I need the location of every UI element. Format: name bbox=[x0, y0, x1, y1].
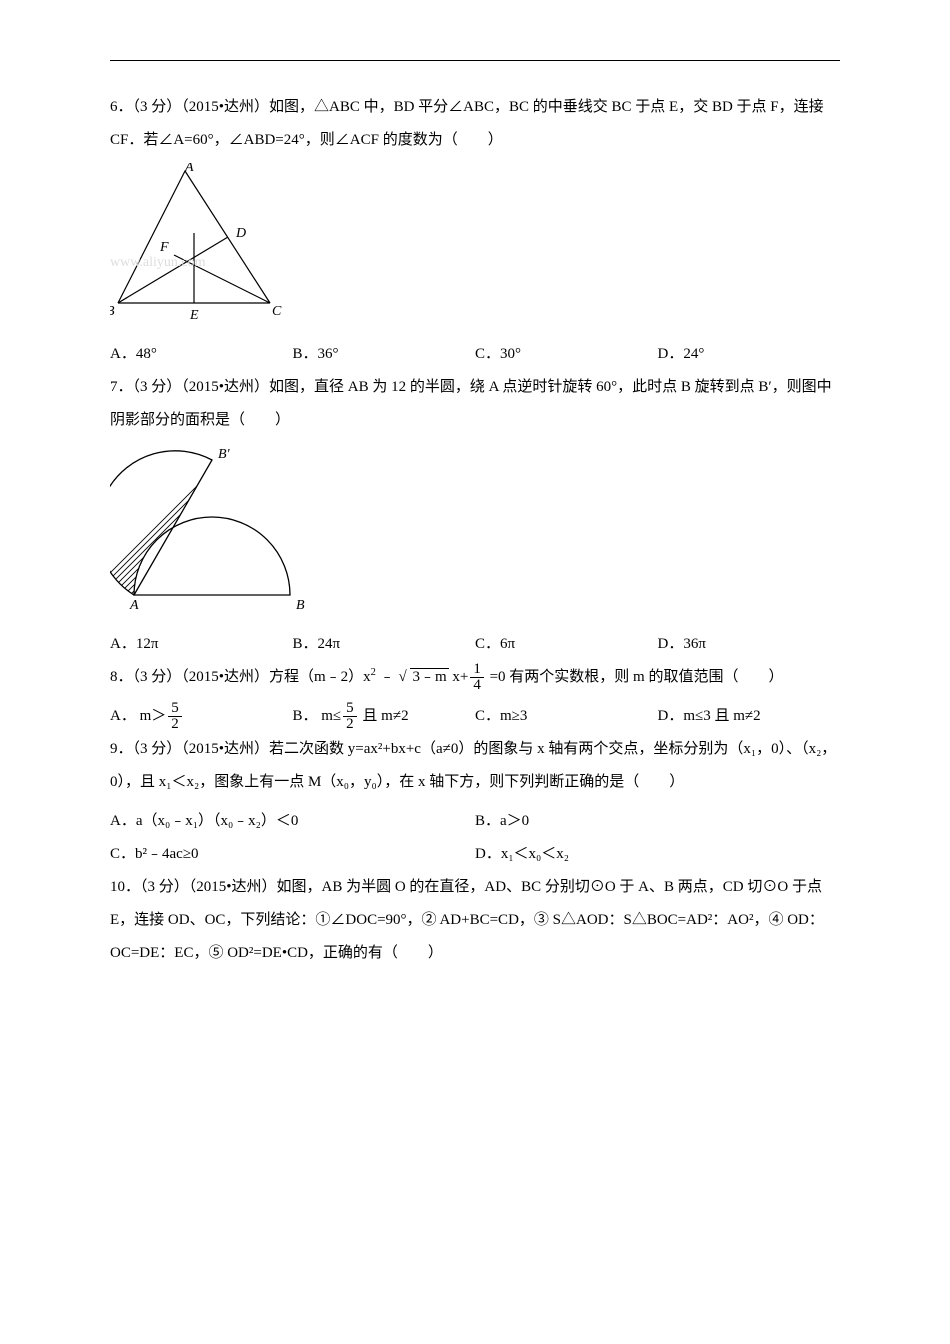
q9-opt-c: C．b²﹣4ac≥0 bbox=[110, 838, 475, 871]
svg-text:A: A bbox=[129, 598, 139, 613]
q8-mid3: x+ bbox=[452, 669, 468, 685]
q9-opt-b: B．a＞0 bbox=[475, 805, 840, 838]
q6-opt-a: A．48° bbox=[110, 338, 293, 371]
svg-text:D: D bbox=[235, 226, 246, 241]
svg-text:E: E bbox=[189, 308, 199, 323]
q8-opt-a: A． m＞52 bbox=[110, 700, 293, 733]
q6-opt-d: D．24° bbox=[658, 338, 841, 371]
svg-text:C: C bbox=[272, 304, 282, 319]
q7-opt-d: D．36π bbox=[658, 628, 841, 661]
q8-opt-c: C．m≥3 bbox=[475, 700, 658, 733]
q7-figure: A B B' bbox=[110, 443, 840, 626]
q7-opt-b: B．24π bbox=[293, 628, 476, 661]
question-9: 9．（3 分）（2015•达州）若二次函数 y=ax²+bx+c（a≠0）的图象… bbox=[110, 733, 840, 799]
page: www.aliyun.com 6．（3 分）（2015•达州）如图，△ABC 中… bbox=[0, 0, 950, 1344]
q10-text: 10．（3 分）（2015•达州）如图，AB 为半圆 O 的在直径，AD、BC … bbox=[110, 879, 824, 961]
q8-frac: 14 bbox=[470, 662, 484, 693]
svg-text:B: B bbox=[296, 598, 305, 613]
q9-opt-d: D．x₁＜x₀＜x₂ bbox=[475, 838, 840, 871]
q9-opt-a: A．a（x₀﹣x₁）（x₀﹣x₂）＜0 bbox=[110, 805, 475, 838]
q8-mid1: ﹣ bbox=[380, 669, 395, 685]
q6-opt-c: C．30° bbox=[475, 338, 658, 371]
q8-post: =0 有两个实数根，则 m 的取值范围（ ） bbox=[490, 669, 784, 685]
question-6: 6．（3 分）（2015•达州）如图，△ABC 中，BD 平分∠ABC，BC 的… bbox=[110, 91, 840, 157]
q8-radicand: 3﹣m bbox=[410, 668, 448, 685]
sqrt-icon: 3﹣m bbox=[398, 661, 448, 694]
question-10: 10．（3 分）（2015•达州）如图，AB 为半圆 O 的在直径，AD、BC … bbox=[110, 871, 840, 970]
q8-opt-d: D．m≤3 且 m≠2 bbox=[658, 700, 841, 733]
question-7: 7．（3 分）（2015•达州）如图，直径 AB 为 12 的半圆，绕 A 点逆… bbox=[110, 371, 840, 437]
q7-opt-c: C．6π bbox=[475, 628, 658, 661]
q8-options: A． m＞52 B． m≤52 且 m≠2 C．m≥3 D．m≤3 且 m≠2 bbox=[110, 700, 840, 733]
top-rule bbox=[110, 60, 840, 61]
q6-figure: ABCDEF bbox=[110, 163, 840, 336]
q7-text: 7．（3 分）（2015•达州）如图，直径 AB 为 12 的半圆，绕 A 点逆… bbox=[110, 379, 832, 428]
question-8: 8．（3 分）（2015•达州）方程（m﹣2）x2 ﹣ 3﹣m x+14 =0 … bbox=[110, 661, 840, 694]
q9-options: A．a（x₀﹣x₁）（x₀﹣x₂）＜0 B．a＞0 C．b²﹣4ac≥0 D．x… bbox=[110, 805, 840, 871]
q6-options: A．48° B．36° C．30° D．24° bbox=[110, 338, 840, 371]
svg-text:B': B' bbox=[218, 447, 231, 462]
svg-text:A: A bbox=[184, 163, 194, 175]
watermark: www.aliyun.com bbox=[110, 248, 206, 279]
q7-opt-a: A．12π bbox=[110, 628, 293, 661]
q6-opt-b: B．36° bbox=[293, 338, 476, 371]
q9-text: 9．（3 分）（2015•达州）若二次函数 y=ax²+bx+c（a≠0）的图象… bbox=[110, 741, 836, 790]
q8-opt-b: B． m≤52 且 m≠2 bbox=[293, 700, 476, 733]
q7-options: A．12π B．24π C．6π D．36π bbox=[110, 628, 840, 661]
q6-text: 6．（3 分）（2015•达州）如图，△ABC 中，BD 平分∠ABC，BC 的… bbox=[110, 99, 824, 148]
svg-text:B: B bbox=[110, 304, 115, 319]
q8-pre: 8．（3 分）（2015•达州）方程（m﹣2）x bbox=[110, 669, 371, 685]
